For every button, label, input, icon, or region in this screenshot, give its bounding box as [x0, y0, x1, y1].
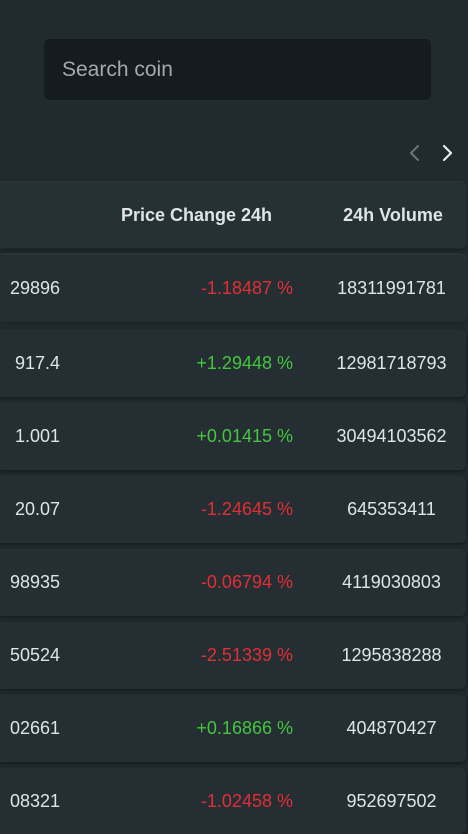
price-change-cell: -1.18487 % [200, 277, 293, 298]
price-cell: 917.4 [0, 330, 60, 397]
volume-cell: 18311991781 [337, 277, 446, 298]
table-row[interactable]: 98935 -0.06794 % 4119030803 [0, 549, 466, 616]
price-change-cell: -1.02458 % [200, 790, 293, 811]
price-cell: 50524 [0, 622, 60, 689]
price-change-cell: -2.51339 % [200, 645, 293, 665]
table-row[interactable]: 29896 -1.18487 % 18311991781 [0, 255, 466, 321]
table-row[interactable]: 02661 +0.16866 % 404870427 [0, 695, 466, 762]
price-value: 20.07 [14, 499, 60, 519]
price-value: 917.4 [14, 353, 60, 373]
price-cell: 29896 [0, 255, 60, 321]
search-box[interactable] [44, 39, 431, 100]
price-cell: 08321 [0, 768, 60, 834]
volume-cell: 4119030803 [342, 572, 441, 592]
chevron-right-icon [442, 144, 453, 162]
table-header: Price Change 24h 24h Volume [0, 182, 466, 248]
table-row[interactable]: 08321 -1.02458 % 952697502 [0, 768, 466, 834]
volume-cell: 645353411 [347, 499, 436, 519]
header-volume[interactable]: 24h Volume [343, 204, 443, 225]
price-value: 08321 [9, 790, 60, 811]
price-cell: 1.001 [0, 403, 60, 470]
price-change-cell: +0.01415 % [196, 426, 293, 446]
price-change-cell: +0.16866 % [196, 718, 293, 738]
table-row[interactable]: 1.001 +0.01415 % 30494103562 [0, 403, 466, 470]
chevron-left-icon [410, 145, 419, 161]
price-cell: 20.07 [0, 476, 60, 543]
price-cell: 98935 [0, 549, 60, 616]
header-price-change[interactable]: Price Change 24h [120, 204, 272, 225]
next-page-button[interactable] [438, 141, 456, 165]
volume-cell: 12981718793 [336, 353, 447, 373]
price-value: 98935 [9, 572, 60, 592]
price-value: 1.001 [14, 426, 60, 446]
table-row[interactable]: 50524 -2.51339 % 1295838288 [0, 622, 466, 689]
price-cell: 02661 [0, 695, 60, 762]
price-value: 29896 [9, 277, 60, 298]
price-change-cell: +1.29448 % [196, 353, 293, 373]
table-row[interactable]: 20.07 -1.24645 % 645353411 [0, 476, 466, 543]
volume-cell: 1295838288 [341, 645, 442, 665]
table-row[interactable]: 917.4 +1.29448 % 12981718793 [0, 330, 466, 397]
price-change-cell: -1.24645 % [200, 499, 293, 519]
price-value: 02661 [9, 718, 60, 738]
price-value: 50524 [9, 645, 60, 665]
volume-cell: 30494103562 [336, 426, 447, 446]
volume-cell: 952697502 [346, 790, 437, 811]
prev-page-button[interactable] [406, 141, 424, 165]
price-change-cell: -0.06794 % [200, 572, 293, 592]
pagination [406, 141, 456, 165]
volume-cell: 404870427 [346, 718, 437, 738]
search-input[interactable] [62, 57, 413, 82]
